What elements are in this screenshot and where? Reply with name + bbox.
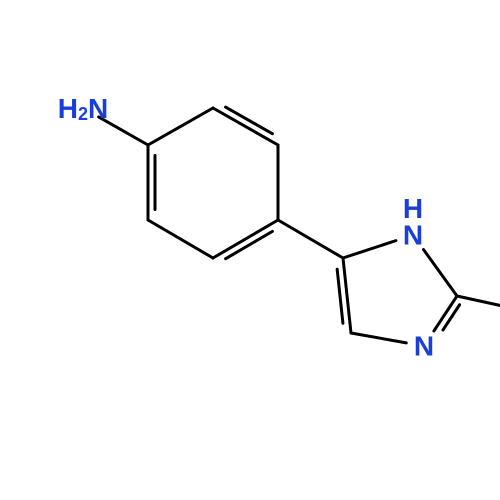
molecule-diagram: H2NHNN [0, 0, 500, 500]
atom-n_ring2: N [414, 331, 434, 362]
atom-n_ring1: N [403, 220, 423, 251]
atom-n_amine: H2N [58, 93, 108, 125]
labels-layer: H2NHNN [58, 93, 434, 362]
bonds-layer [99, 107, 500, 343]
